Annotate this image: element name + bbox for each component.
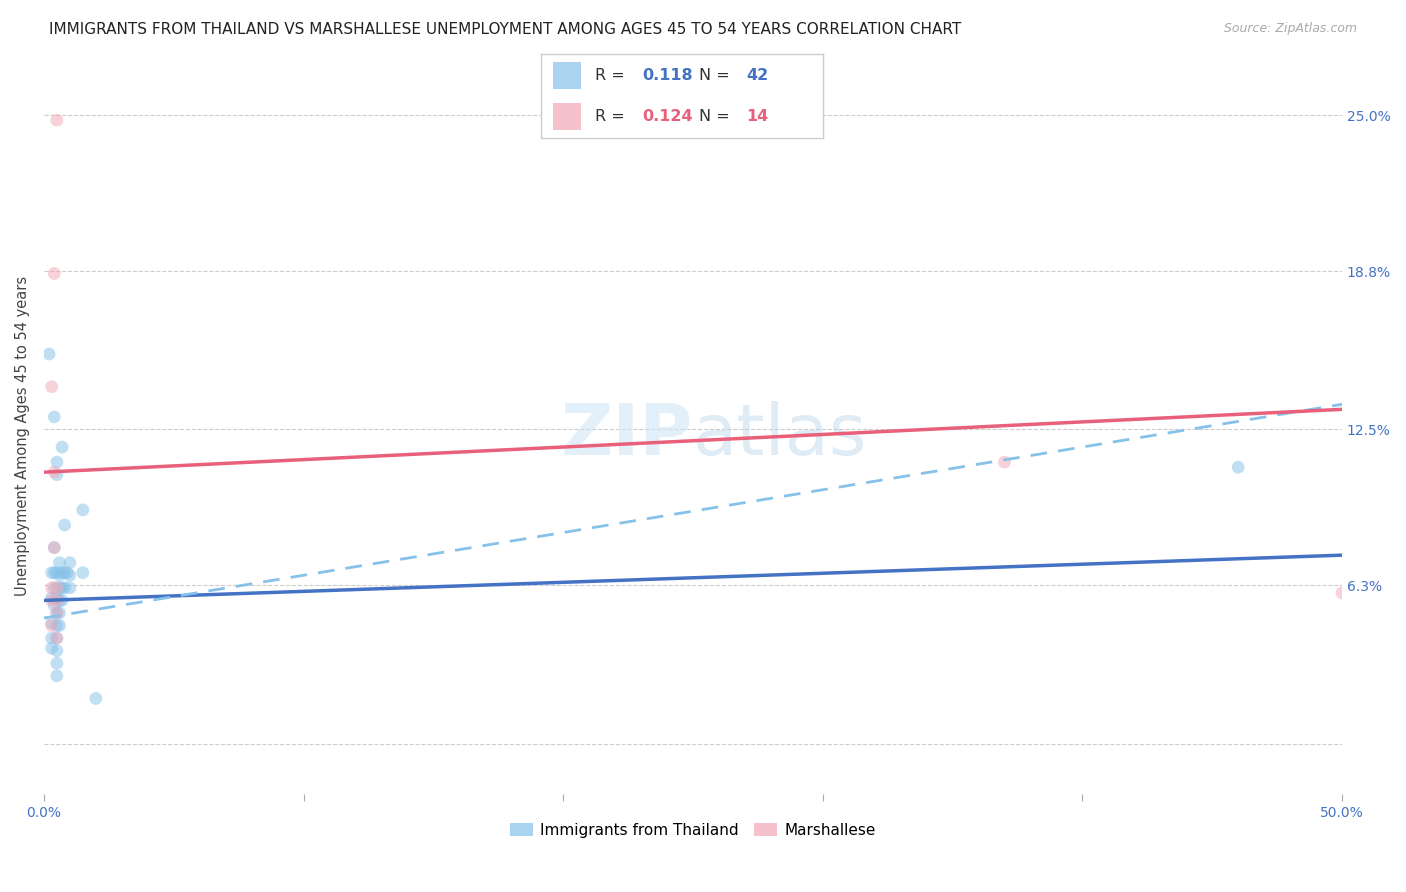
Point bbox=[41, 380, 63, 394]
Point bbox=[48, 581, 70, 595]
Text: ZIP: ZIP bbox=[561, 401, 693, 470]
Point bbox=[44, 541, 66, 555]
Point bbox=[48, 568, 70, 582]
Point bbox=[59, 556, 82, 570]
Text: 14: 14 bbox=[747, 109, 769, 124]
Y-axis label: Unemployment Among Ages 45 to 54 years: Unemployment Among Ages 45 to 54 years bbox=[15, 276, 30, 596]
Point bbox=[45, 566, 67, 580]
Point bbox=[51, 581, 73, 595]
Point bbox=[53, 581, 76, 595]
Point bbox=[993, 455, 1015, 469]
Point bbox=[72, 503, 94, 517]
Point bbox=[45, 618, 67, 632]
Point bbox=[45, 593, 67, 607]
Point bbox=[44, 409, 66, 424]
Point bbox=[48, 606, 70, 620]
Point bbox=[44, 581, 66, 595]
FancyBboxPatch shape bbox=[553, 62, 581, 89]
Text: 42: 42 bbox=[747, 68, 769, 83]
Text: R =: R = bbox=[595, 68, 630, 83]
Point bbox=[41, 618, 63, 632]
Point bbox=[45, 606, 67, 620]
Text: 0.124: 0.124 bbox=[643, 109, 693, 124]
Text: Source: ZipAtlas.com: Source: ZipAtlas.com bbox=[1223, 22, 1357, 36]
Point bbox=[41, 615, 63, 630]
Point bbox=[44, 541, 66, 555]
Text: N =: N = bbox=[699, 109, 735, 124]
Point bbox=[51, 593, 73, 607]
Point bbox=[1227, 460, 1250, 475]
Point bbox=[51, 440, 73, 454]
Text: R =: R = bbox=[595, 109, 630, 124]
Point bbox=[72, 566, 94, 580]
Point bbox=[41, 641, 63, 656]
Point bbox=[1330, 586, 1353, 600]
Point bbox=[45, 591, 67, 605]
Point bbox=[48, 593, 70, 607]
Legend: Immigrants from Thailand, Marshallese: Immigrants from Thailand, Marshallese bbox=[503, 816, 882, 844]
Point bbox=[53, 518, 76, 533]
Point bbox=[56, 566, 79, 580]
Point bbox=[41, 593, 63, 607]
Point bbox=[45, 467, 67, 482]
Point bbox=[53, 566, 76, 580]
Point bbox=[45, 455, 67, 469]
Point bbox=[45, 606, 67, 620]
Point bbox=[41, 591, 63, 605]
FancyBboxPatch shape bbox=[553, 103, 581, 130]
Point bbox=[45, 631, 67, 645]
Text: 0.118: 0.118 bbox=[643, 68, 693, 83]
Point bbox=[45, 643, 67, 657]
Point bbox=[44, 599, 66, 613]
Point bbox=[59, 581, 82, 595]
Point bbox=[48, 556, 70, 570]
Point bbox=[44, 566, 66, 580]
Point bbox=[59, 568, 82, 582]
Point bbox=[45, 581, 67, 595]
Text: IMMIGRANTS FROM THAILAND VS MARSHALLESE UNEMPLOYMENT AMONG AGES 45 TO 54 YEARS C: IMMIGRANTS FROM THAILAND VS MARSHALLESE … bbox=[49, 22, 962, 37]
Point bbox=[41, 631, 63, 645]
Point bbox=[51, 566, 73, 580]
Point bbox=[84, 691, 107, 706]
Point bbox=[44, 465, 66, 479]
Point bbox=[45, 113, 67, 128]
Point bbox=[38, 347, 60, 361]
Point bbox=[45, 631, 67, 645]
Text: N =: N = bbox=[699, 68, 735, 83]
Point bbox=[45, 669, 67, 683]
Point bbox=[41, 581, 63, 595]
Point bbox=[44, 267, 66, 281]
Point bbox=[41, 566, 63, 580]
Point bbox=[45, 657, 67, 671]
Point bbox=[48, 618, 70, 632]
Text: atlas: atlas bbox=[693, 401, 868, 470]
